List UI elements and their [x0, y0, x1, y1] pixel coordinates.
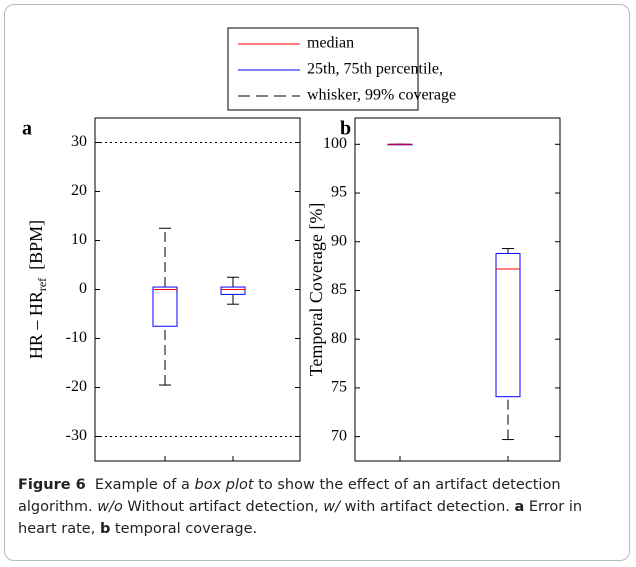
legend-label: whisker, 99% coverage [307, 87, 456, 104]
caption-label: Figure 6 [18, 477, 86, 493]
y-tick-label: 70 [331, 427, 347, 444]
caption-text: Example of a [94, 477, 195, 493]
caption-text: Error in heart rate, [18, 499, 583, 537]
caption: Figure 6 Example of a box plot to show t… [18, 474, 618, 540]
panel-label: b [340, 118, 351, 140]
y-axis-label-text: Temporal Coverage [%] [306, 203, 326, 377]
y-tick-label: 85 [331, 281, 347, 298]
y-axis-label-unit: [BPM] [26, 220, 46, 270]
caption-text: to show the effect of an artifact detect… [18, 477, 561, 515]
caption-text: with artifact detection. [339, 499, 515, 515]
y-tick-label: 95 [331, 184, 347, 201]
y-tick-label: -10 [66, 329, 87, 346]
y-axis-label-text: HR – HR [26, 291, 46, 359]
box [495, 252, 521, 398]
figure: median 25th, 75th percentile, whisker, 99%… [22, 27, 561, 470]
y-tick-label: 100 [323, 135, 347, 152]
axes-frame [94, 117, 301, 462]
panel-label: a [22, 118, 32, 140]
y-tick-label: 20 [71, 182, 87, 199]
caption-text: temporal coverage. [110, 521, 258, 537]
figure-frame [4, 4, 630, 561]
caption-text: Without artifact detection, [122, 499, 324, 515]
y-axis-label: Temporal Coverage [%] [306, 203, 326, 377]
caption-text: a [514, 499, 525, 515]
y-tick-label: 30 [71, 133, 87, 150]
box [220, 286, 246, 295]
legend-label: median [307, 35, 354, 52]
y-tick-label: -20 [66, 378, 87, 395]
legend-label: 25th, 75th percentile, [307, 61, 443, 78]
caption-text: w/o [97, 499, 123, 515]
y-axis-label-sub: ref [35, 278, 49, 291]
y-tick-label: -30 [66, 427, 87, 444]
y-axis-label: HR – HRref [BPM] [26, 220, 49, 359]
y-tick-label: 80 [331, 330, 347, 347]
y-tick-label: 0 [79, 280, 87, 297]
caption-text: w/ [323, 499, 340, 515]
box [152, 286, 178, 327]
caption-text: box plot [194, 477, 254, 493]
y-tick-label: 90 [331, 232, 347, 249]
y-tick-label: 10 [71, 231, 87, 248]
caption-text: b [99, 521, 111, 537]
axes-frame [354, 117, 561, 462]
y-tick-label: 75 [331, 379, 347, 396]
